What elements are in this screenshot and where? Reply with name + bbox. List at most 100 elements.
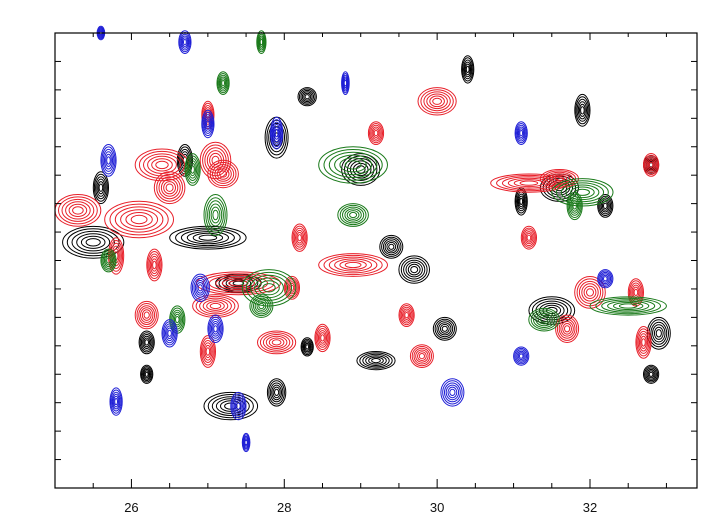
contour-level xyxy=(386,241,397,252)
contour-level xyxy=(603,276,608,282)
contour-level xyxy=(142,368,151,380)
contour-level xyxy=(341,153,381,186)
contour-level xyxy=(398,255,431,284)
contour-level xyxy=(540,316,549,323)
contour-level xyxy=(369,123,383,144)
contour-level xyxy=(230,391,247,421)
contour-level xyxy=(209,302,222,310)
contour-level xyxy=(402,308,412,322)
contour-level xyxy=(368,356,384,365)
contour-level xyxy=(192,232,224,243)
contour-level xyxy=(556,180,609,205)
contour-peak xyxy=(161,319,178,348)
contour-series-blue xyxy=(96,25,614,453)
contour-level xyxy=(105,255,112,266)
contour-level xyxy=(599,271,612,286)
contour-level xyxy=(530,309,558,330)
contour-level xyxy=(556,316,578,341)
contour-level xyxy=(613,302,644,310)
contour-level xyxy=(202,102,214,128)
contour-level xyxy=(211,396,250,417)
contour-level xyxy=(570,198,580,214)
contour-level xyxy=(420,89,454,114)
contour-level xyxy=(316,328,329,348)
contour-peak xyxy=(266,378,287,407)
contour-level xyxy=(627,278,645,307)
contour-level xyxy=(586,288,594,297)
contour-level xyxy=(399,305,414,326)
contour-level xyxy=(344,160,362,170)
contour-level xyxy=(318,253,389,277)
contour-level xyxy=(603,202,608,209)
contour-level xyxy=(209,161,237,187)
contour-level xyxy=(268,122,286,153)
contour-level xyxy=(218,74,228,92)
contour-level xyxy=(334,154,373,176)
contour-peak xyxy=(513,346,530,366)
contour-level xyxy=(268,337,285,348)
contour-level xyxy=(517,126,526,140)
contour-level xyxy=(259,37,264,47)
contour-peak xyxy=(635,326,652,359)
contour-peak xyxy=(153,171,186,205)
contour-level xyxy=(370,124,382,142)
contour-level xyxy=(256,301,267,311)
contour-level xyxy=(568,196,581,216)
contour-level xyxy=(204,116,212,132)
contour-level xyxy=(138,305,156,326)
contour-level xyxy=(344,155,378,184)
contour-series-green xyxy=(100,30,667,334)
contour-level xyxy=(109,387,123,416)
contour-level xyxy=(519,197,524,205)
contour-level xyxy=(572,202,578,210)
contour-level xyxy=(647,160,655,170)
contour-level xyxy=(146,248,163,282)
contour-level xyxy=(638,333,649,352)
contour-level xyxy=(317,330,328,346)
contour-level xyxy=(244,439,248,446)
contour-level xyxy=(407,263,421,276)
contour-level xyxy=(646,368,656,380)
contour-peak xyxy=(367,121,385,146)
contour-level xyxy=(219,170,228,178)
contour-peak xyxy=(318,253,389,277)
contour-level xyxy=(404,312,409,319)
contour-level xyxy=(515,349,528,363)
contour-level xyxy=(199,141,232,180)
contour-level xyxy=(104,200,175,239)
contour-level xyxy=(434,318,455,339)
contour-level xyxy=(597,194,614,218)
contour-level xyxy=(577,101,588,120)
contour-level xyxy=(208,203,223,227)
contour-level xyxy=(274,128,279,138)
contour-peak xyxy=(190,273,210,302)
contour-level xyxy=(114,206,164,233)
contour-level xyxy=(635,326,652,359)
contour-level xyxy=(519,130,524,137)
contour-level xyxy=(286,279,298,297)
contour-peak xyxy=(92,171,110,205)
contour-peak xyxy=(291,223,308,252)
contour-level xyxy=(298,88,316,105)
contour-level xyxy=(637,330,650,354)
contour-level xyxy=(236,402,241,410)
contour-level xyxy=(201,109,215,139)
contour-peak xyxy=(207,314,224,343)
contour-level xyxy=(562,323,572,335)
contour-level xyxy=(349,211,358,219)
contour-peak xyxy=(257,330,297,355)
contour-level xyxy=(655,329,662,338)
contour-level xyxy=(158,176,181,200)
contour-level xyxy=(618,303,638,309)
contour-level xyxy=(449,388,456,396)
contour-level xyxy=(219,76,227,90)
contour-level xyxy=(647,370,655,379)
contour-level xyxy=(513,179,545,188)
contour-level xyxy=(147,251,162,279)
contour-level xyxy=(125,212,153,227)
contour-level xyxy=(256,30,267,54)
contour-level xyxy=(162,321,177,346)
contour-level xyxy=(566,191,583,221)
contour-level xyxy=(152,260,157,270)
contour-level xyxy=(576,98,589,122)
